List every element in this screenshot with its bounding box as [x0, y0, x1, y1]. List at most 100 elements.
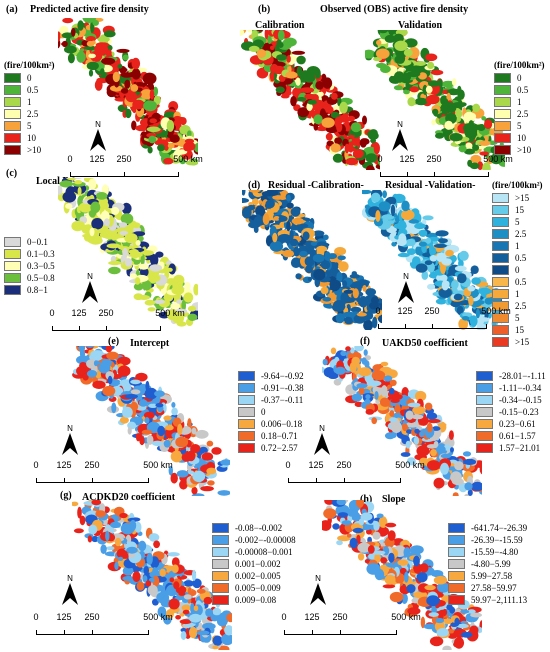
legend-swatch: [4, 97, 21, 107]
scale-label: 125: [397, 306, 413, 316]
legend-unit: (fire/100km²): [494, 60, 545, 70]
legend-slope: -641.74−-26.39 -26.39−-15.59 -15.59−-4.80 -…: [448, 522, 527, 606]
legend-label: 10: [517, 133, 526, 143]
legend-item: 0.8−1: [4, 284, 55, 296]
legend-label: -641.74−-26.39: [471, 523, 528, 533]
legend-label: -0.08−-0.002: [235, 523, 283, 533]
legend-swatch: [494, 73, 511, 83]
panel-a-label: (a): [6, 4, 18, 15]
legend-swatch: [492, 205, 509, 215]
legend-label: 27.58−59.97: [471, 583, 517, 593]
legend-swatch: [212, 571, 229, 581]
legend-swatch: [448, 595, 465, 605]
legend-label: 2.5: [515, 229, 527, 239]
legend-swatch: [238, 431, 255, 441]
legend-label: 0.001−0.002: [235, 559, 281, 569]
legend-swatch: [476, 407, 493, 417]
legend-item: 5: [494, 120, 545, 132]
scale-bar: 0 125 250 500 km: [49, 308, 185, 331]
map-observed-calibration: [240, 30, 380, 170]
scale-label: 250: [84, 460, 100, 470]
legend-swatch: [4, 109, 21, 119]
legend-label: -0.00008−0.001: [235, 547, 293, 557]
panel-g-title: ACDKD20 coefficient: [82, 492, 176, 503]
legend-swatch: [212, 535, 229, 545]
legend-swatch: [492, 313, 509, 323]
north-arrow: N: [392, 120, 408, 156]
legend-swatch: [238, 407, 255, 417]
legend-swatch: [4, 73, 21, 83]
legend-swatch: [494, 85, 511, 95]
legend-label: 0.5: [27, 85, 39, 95]
legend-swatch: [492, 289, 509, 299]
scale-bar: 0 125 250 500 km: [281, 612, 421, 635]
legend-swatch: [4, 273, 21, 283]
legend-swatch: [494, 133, 511, 143]
legend-label: -0.34−-0.15: [499, 395, 542, 405]
legend-item: 0.5: [4, 84, 55, 96]
map-residual-validation: [362, 190, 502, 330]
legend-swatch: [476, 383, 493, 393]
legend-unit: (fire/100km²): [4, 60, 55, 70]
legend-label: 2.5: [27, 109, 39, 119]
legend-item: 2.5: [492, 228, 543, 240]
legend-item: 1: [492, 288, 543, 300]
panel-c-title: Local R ²: [36, 176, 76, 187]
scale-label: 500 km: [155, 308, 185, 318]
scale-label: 250: [332, 612, 348, 622]
legend-item: 5: [492, 216, 543, 228]
north-arrow: N: [62, 424, 78, 460]
legend-swatch: [4, 237, 21, 247]
legend-item: 0.009−0.08: [212, 594, 296, 606]
legend-item: -1.11−-0.34: [476, 382, 546, 394]
legend-label: 0: [27, 73, 32, 83]
scale-label: 125: [71, 308, 87, 318]
scale-bar: 0 125 250 500 km: [377, 154, 513, 177]
legend-label: 5: [515, 217, 520, 227]
scale-bar: 0 125 250 500 km: [375, 306, 511, 329]
legend-item: 0.002−0.005: [212, 570, 296, 582]
legend-label: 0.009−0.08: [235, 595, 277, 605]
panel-a-title: Predicted active fire density: [30, 4, 149, 15]
legend-label: 0.002−0.005: [235, 571, 281, 581]
legend-item: -26.39−-15.59: [448, 534, 527, 546]
legend-swatch: [4, 261, 21, 271]
legend-swatch: [4, 133, 21, 143]
legend-intercept: -9.64−-0.92 -0.91−-0.38 -0.37−-0.11 0 0.006−…: [238, 370, 304, 454]
legend-acdkd20: -0.08−-0.002 -0.002−-0.00008 -0.00008−0.00…: [212, 522, 296, 606]
legend-swatch: [212, 583, 229, 593]
legend-item: 0.72−2.57: [238, 442, 304, 454]
legend-item: -28.01−-1.11: [476, 370, 546, 382]
scale-label: 250: [84, 612, 100, 622]
legend-label: 15: [515, 205, 524, 215]
legend-item: -9.64−-0.92: [238, 370, 304, 382]
legend-item: -0.08−-0.002: [212, 522, 296, 534]
legend-label: 1: [515, 289, 520, 299]
legend-swatch: [492, 217, 509, 227]
legend-label: -4.80−5.99: [471, 559, 511, 569]
legend-label: >10: [517, 145, 532, 155]
scale-label: 500 km: [481, 306, 511, 316]
legend-fire-density-a: (fire/100km²) 0 0.5 1 2.5 5 10 >10: [4, 60, 55, 156]
legend-item: 2.5: [494, 108, 545, 120]
legend-label: 0.18−0.71: [261, 431, 298, 441]
scale-label: 0: [49, 308, 55, 318]
legend-label: 1: [27, 97, 32, 107]
legend-swatch: [448, 583, 465, 593]
legend-label: 1: [517, 97, 522, 107]
scale-label: 125: [399, 154, 415, 164]
legend-label: 0.61−1.57: [499, 431, 536, 441]
scale-label: 0: [377, 154, 383, 164]
legend-label: >15: [515, 193, 530, 203]
legend-item: -641.74−-26.39: [448, 522, 527, 534]
scale-label: 0: [33, 612, 39, 622]
scale-label: 250: [336, 460, 352, 470]
map-acdkd20-coefficient: [72, 500, 232, 650]
legend-swatch: [238, 371, 255, 381]
north-arrow: N: [82, 272, 98, 308]
legend-swatch: [448, 547, 465, 557]
scale-label: 125: [56, 612, 72, 622]
legend-item: 0−0.1: [4, 236, 55, 248]
legend-label: 15: [515, 325, 524, 335]
legend-swatch: [492, 229, 509, 239]
